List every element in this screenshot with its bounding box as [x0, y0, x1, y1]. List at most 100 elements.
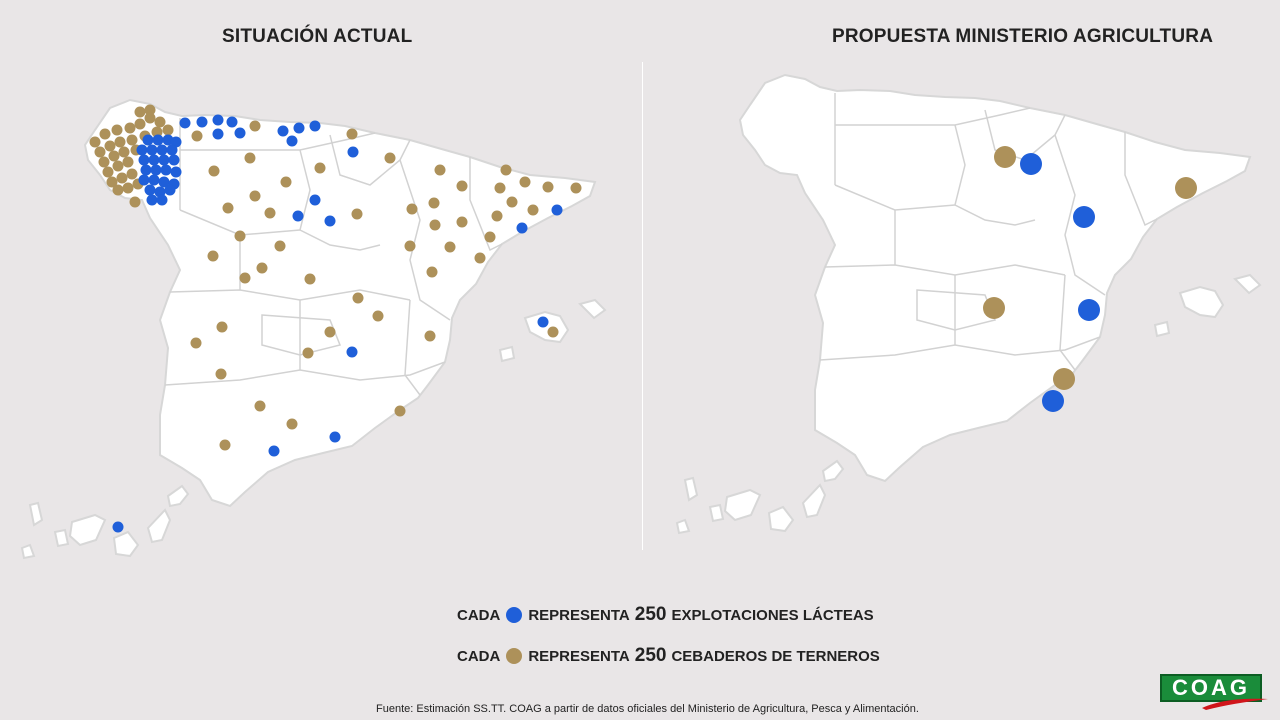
legend-calf-mid: REPRESENTA	[528, 647, 630, 665]
calf-dot	[542, 181, 554, 193]
coag-logo-text: COAG	[1160, 674, 1262, 702]
calf-dot	[506, 196, 518, 208]
dairy-dot	[158, 154, 170, 166]
calf-dot	[191, 130, 203, 142]
calf-dot	[994, 146, 1016, 168]
calf-dot	[249, 190, 261, 202]
calf-dot	[94, 146, 106, 158]
calf-dot	[134, 106, 146, 118]
calf-dot	[124, 122, 136, 134]
dairy-dot	[140, 164, 152, 176]
calf-dot	[428, 197, 440, 209]
calf-dot	[154, 116, 166, 128]
calf-dot	[126, 168, 138, 180]
left-map-title: SITUACIÓN ACTUAL	[222, 26, 413, 47]
dairy-dot	[158, 176, 170, 188]
dairy-dot	[138, 174, 150, 186]
calf-dot	[314, 162, 326, 174]
dairy-dot	[138, 154, 150, 166]
dairy-dot	[148, 174, 160, 186]
right-map-title: PROPUESTA MINISTERIO AGRICULTURA	[832, 26, 1214, 47]
dairy-dot	[277, 125, 289, 137]
maps-canvas	[21, 74, 1261, 559]
calf-dot	[118, 146, 130, 158]
dairy-dot	[196, 116, 208, 128]
dairy-dot	[148, 154, 160, 166]
calf-dot	[280, 176, 292, 188]
legend-dairy-pre: CADA	[457, 606, 501, 624]
calf-dot	[106, 176, 118, 188]
dairy-dot	[152, 134, 164, 146]
legend-dairy: CADA REPRESENTA 250 EXPLOTACIONES LÁCTEA…	[457, 604, 874, 626]
dairy-dot	[309, 194, 321, 206]
calf-dot	[111, 124, 123, 136]
calf-dot	[519, 176, 531, 188]
dairy-dot	[1042, 390, 1064, 412]
dairy-dot	[168, 154, 180, 166]
calf-dot	[122, 182, 134, 194]
calf-dot	[1175, 177, 1197, 199]
calf-dot	[99, 128, 111, 140]
legend-dairy-post: EXPLOTACIONES LÁCTEAS	[671, 606, 874, 624]
calf-dot	[302, 347, 314, 359]
dairy-dot	[234, 127, 246, 139]
calf-dot	[244, 152, 256, 164]
calf-dot	[126, 134, 138, 146]
calf-dot	[249, 120, 261, 132]
calf-dot	[234, 230, 246, 242]
calf-dot	[474, 252, 486, 264]
current-dots	[89, 104, 582, 533]
dairy-dot-icon	[506, 607, 523, 623]
dairy-dot	[346, 346, 358, 358]
calf-dot	[162, 124, 174, 136]
calf-dot	[547, 326, 559, 338]
dairy-dot	[1020, 153, 1042, 175]
calf-dot	[102, 166, 114, 178]
map-spain-proposal	[676, 74, 1261, 534]
proposal-dots	[983, 146, 1197, 412]
dairy-dot	[226, 116, 238, 128]
calf-dot	[491, 210, 503, 222]
calf-dot	[484, 231, 496, 243]
dairy-dot	[142, 134, 154, 146]
dairy-dot	[1073, 206, 1095, 228]
calf-dot	[256, 262, 268, 274]
dairy-dot	[347, 146, 359, 158]
dairy-dot	[146, 194, 158, 206]
dairy-dot	[136, 144, 148, 156]
source-note: Fuente: Estimación SS.TT. COAG a partir …	[376, 703, 919, 715]
calf-dot	[324, 326, 336, 338]
dairy-dot	[551, 204, 563, 216]
calf-dot	[424, 330, 436, 342]
dairy-dot	[156, 144, 168, 156]
panel-divider	[642, 62, 643, 550]
calf-dot-icon	[506, 648, 523, 664]
dairy-dot	[212, 114, 224, 126]
dairy-dot	[170, 166, 182, 178]
calf-dot	[219, 439, 231, 451]
calf-dot	[426, 266, 438, 278]
dairy-dot	[286, 135, 298, 147]
calf-dot	[429, 219, 441, 231]
dairy-dot	[212, 128, 224, 140]
dairy-dot	[160, 164, 172, 176]
calf-dot	[404, 240, 416, 252]
dairy-dot	[537, 316, 549, 328]
dairy-dot	[144, 184, 156, 196]
legend-dairy-mid: REPRESENTA	[528, 606, 630, 624]
coag-logo: COAG	[1160, 674, 1268, 710]
calf-dot	[104, 140, 116, 152]
calf-dot	[1053, 368, 1075, 390]
calf-dot	[286, 418, 298, 430]
calf-dot	[500, 164, 512, 176]
calf-dot	[384, 152, 396, 164]
legend-calf-number: 250	[634, 645, 667, 666]
calf-dot	[98, 156, 110, 168]
calf-dot	[264, 207, 276, 219]
calf-dot	[208, 165, 220, 177]
calf-dot	[114, 136, 126, 148]
calf-dot	[239, 272, 251, 284]
calf-dot	[151, 126, 163, 138]
calf-dot	[304, 273, 316, 285]
calf-dot	[352, 292, 364, 304]
